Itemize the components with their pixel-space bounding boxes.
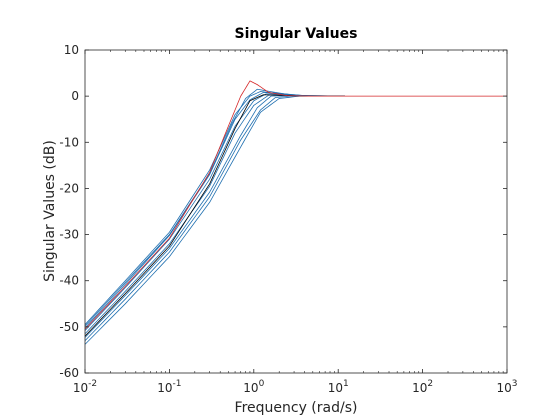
y-tick-label: -20 — [59, 181, 79, 195]
x-tick-label: 101 — [328, 379, 349, 395]
series-layer — [85, 80, 507, 345]
plot-frame — [84, 49, 508, 374]
y-tick-label: -50 — [59, 320, 79, 334]
y-tick-label: -60 — [59, 366, 79, 380]
series-line-red — [85, 80, 507, 330]
tick-labels: -60 -50 -40 -30 -20 -10 0 10 10-2 10-1 100 101 102 10… — [59, 43, 517, 395]
plot-area — [85, 50, 507, 373]
x-tick-label: 10-1 — [157, 379, 181, 395]
tick-marks — [84, 49, 508, 374]
y-tick-label: 10 — [64, 43, 79, 57]
y-tick-label: 0 — [71, 89, 79, 103]
x-axis-label: Frequency (rad/s) — [235, 400, 358, 416]
axes — [84, 49, 508, 374]
x-tick-label: 100 — [243, 379, 264, 395]
y-tick-label: -40 — [59, 274, 79, 288]
y-tick-label: -10 — [59, 135, 79, 149]
x-tick-label: 102 — [412, 379, 433, 395]
x-tick-label: 10-2 — [73, 379, 97, 395]
x-tick-label: 103 — [496, 379, 517, 395]
series-line-blue — [85, 88, 345, 327]
chart-title: Singular Values — [235, 26, 358, 42]
y-tick-label: -30 — [59, 228, 79, 242]
y-axis-label: Singular Values (dB) — [42, 140, 58, 282]
